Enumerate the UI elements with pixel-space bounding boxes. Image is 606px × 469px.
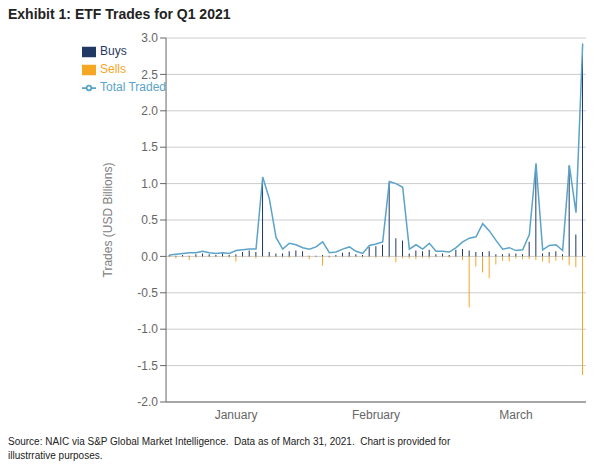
svg-text:-0.5: -0.5: [137, 286, 158, 300]
svg-text:-2.0: -2.0: [137, 395, 158, 409]
svg-text:2.5: 2.5: [141, 68, 158, 82]
svg-text:0.0: 0.0: [141, 250, 158, 264]
html-text:Total Traded: Total Traded: [100, 80, 166, 94]
svg-text:Trades (USD Billions): Trades (USD Billions): [101, 163, 115, 278]
svg-text:March: March: [499, 408, 532, 422]
svg-text:2.0: 2.0: [141, 104, 158, 118]
svg-text:1.0: 1.0: [141, 177, 158, 191]
svg-text:February: February: [352, 408, 400, 422]
svg-text:-1.0: -1.0: [137, 322, 158, 336]
svg-text:0.5: 0.5: [141, 213, 158, 227]
svg-text:3.0: 3.0: [141, 31, 158, 45]
svg-text:1.5: 1.5: [141, 140, 158, 154]
html-text:Source: NAIC via S&P Global Ma: Source: NAIC via S&P Global Market Intel…: [8, 436, 451, 461]
svg-text:January: January: [215, 408, 258, 422]
html-text:Sells: Sells: [100, 62, 126, 76]
html-text:Buys: Buys: [100, 44, 127, 58]
svg-text:-1.5: -1.5: [137, 359, 158, 373]
html-text:Exhibit 1: ETF Trades for Q1 2: Exhibit 1: ETF Trades for Q1 2021: [8, 6, 231, 22]
